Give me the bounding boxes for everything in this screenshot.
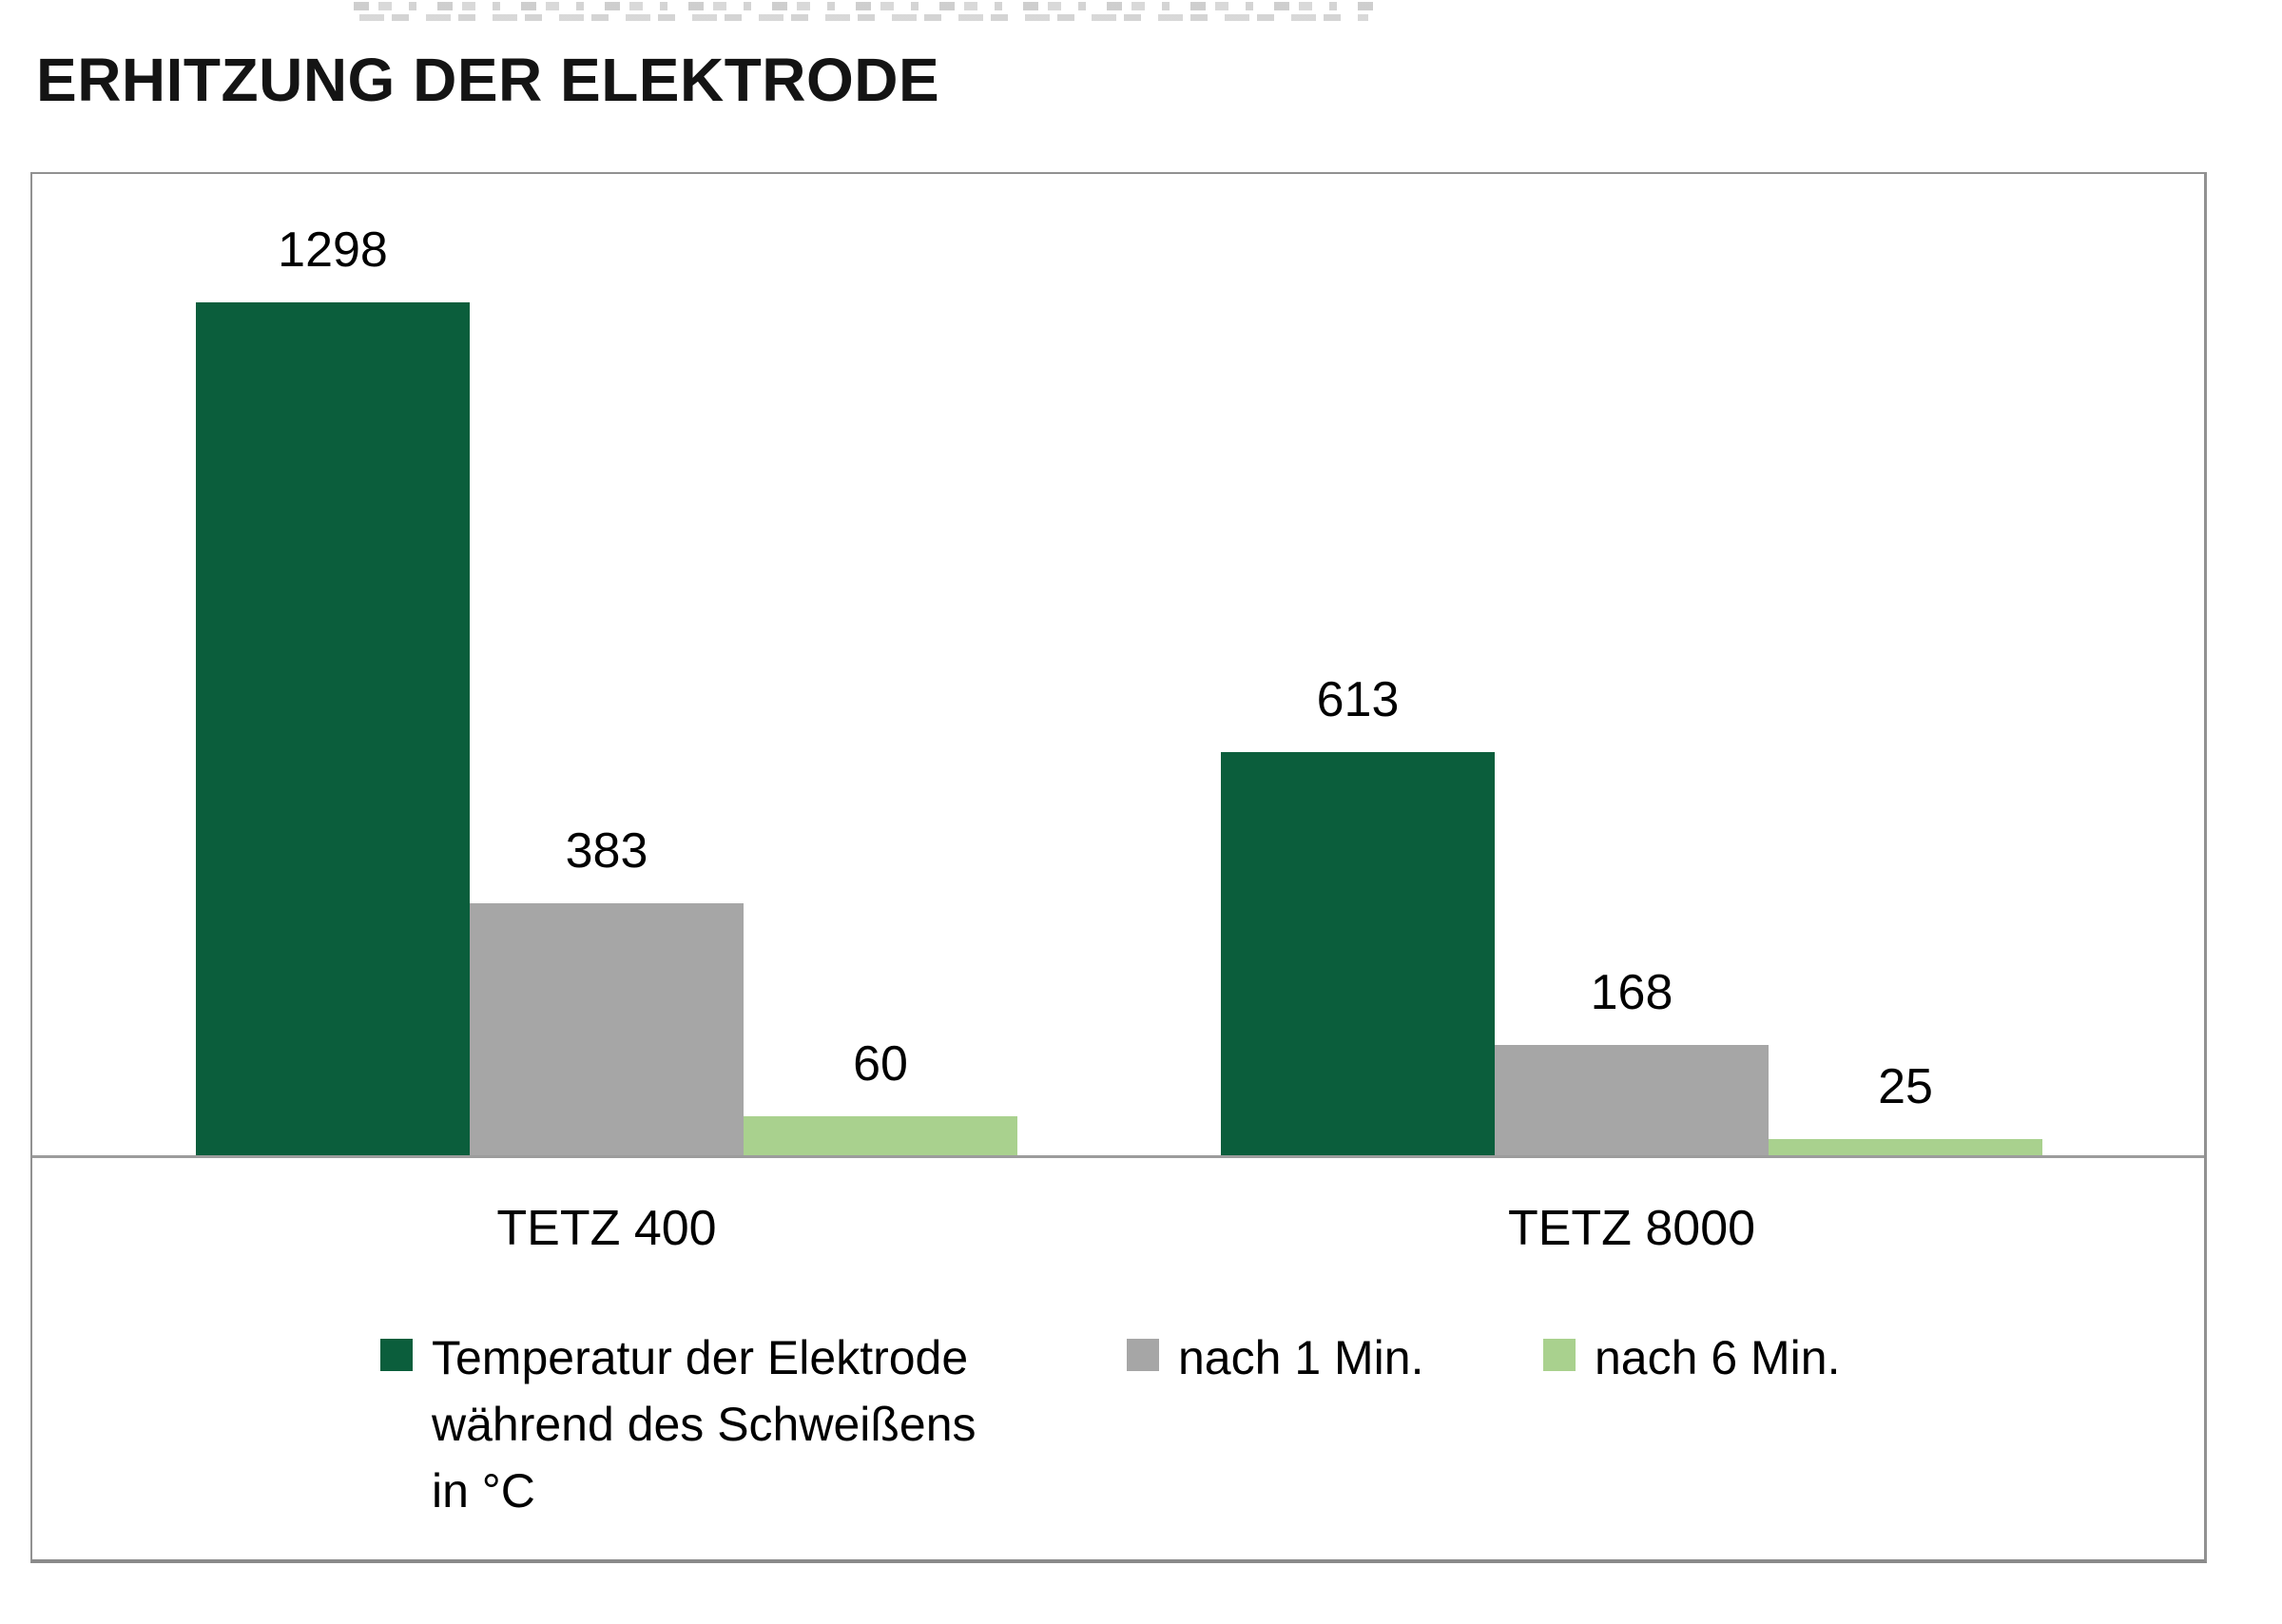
bar-value-label: 1298 [278, 222, 388, 278]
legend-swatch-icon [380, 1339, 413, 1371]
bar-value-label: 168 [1590, 965, 1673, 1020]
legend-item-1: nach 1 Min. [1127, 1324, 1423, 1391]
bar-series1-category1 [1495, 1045, 1769, 1155]
legend-label: Temperatur der Elektrode während des Sch… [432, 1331, 977, 1518]
bar-series0-category0 [196, 302, 470, 1155]
bar-series1-category0 [470, 903, 744, 1155]
cropped-text-artifact [354, 0, 1373, 23]
x-axis-line [32, 1155, 2204, 1158]
legend-swatch-icon [1127, 1339, 1159, 1371]
chart-frame: 1298 383 60 TETZ 400 613 168 25 TETZ 8000 Temper… [30, 172, 2207, 1563]
page-title: ERHITZUNG DER ELEKTRODE [36, 46, 940, 114]
legend-item-0: Temperatur der Elektrode während des Sch… [380, 1324, 977, 1524]
bar-value-label: 383 [565, 823, 648, 879]
category-label-0: TETZ 400 [496, 1201, 717, 1256]
legend-label: nach 6 Min. [1595, 1331, 1841, 1384]
bar-series0-category1 [1221, 752, 1495, 1155]
bar-series2-category1 [1769, 1139, 2042, 1155]
category-label-1: TETZ 8000 [1507, 1201, 1756, 1256]
legend-item-2: nach 6 Min. [1543, 1324, 1840, 1391]
cropped-text-fragment-row [359, 14, 1369, 21]
cropped-text-fragment-row [354, 2, 1373, 10]
bar-value-label: 60 [853, 1036, 908, 1092]
bar-value-label: 25 [1878, 1059, 1933, 1114]
bar-value-label: 613 [1316, 672, 1400, 727]
legend-label: nach 1 Min. [1178, 1331, 1424, 1384]
bar-series2-category0 [744, 1116, 1017, 1155]
legend-swatch-icon [1543, 1339, 1576, 1371]
